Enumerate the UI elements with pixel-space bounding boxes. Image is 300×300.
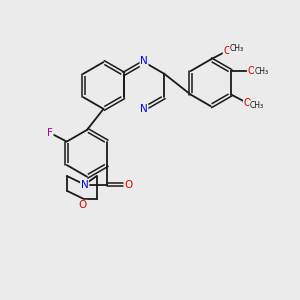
Text: O: O	[243, 98, 251, 108]
Text: N: N	[140, 104, 148, 115]
Text: CH₃: CH₃	[250, 101, 264, 110]
Text: O: O	[125, 179, 133, 190]
Text: F: F	[47, 128, 52, 138]
Text: CH₃: CH₃	[230, 44, 244, 53]
Text: CH₃: CH₃	[254, 67, 268, 76]
Text: N: N	[140, 56, 148, 67]
Text: N: N	[81, 179, 88, 190]
Text: O: O	[223, 46, 231, 56]
Text: O: O	[79, 200, 87, 210]
Text: O: O	[247, 66, 255, 76]
